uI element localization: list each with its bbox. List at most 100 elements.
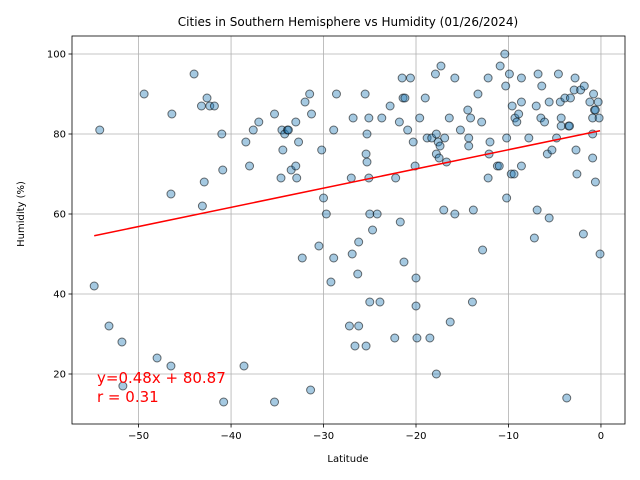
data-point <box>360 89 370 99</box>
data-point <box>329 125 339 135</box>
data-point <box>307 109 317 119</box>
data-point <box>270 109 280 119</box>
data-point <box>466 113 476 123</box>
data-point <box>478 245 488 255</box>
data-point <box>594 113 604 123</box>
data-point <box>445 317 455 327</box>
data-point <box>411 301 421 311</box>
data-point <box>579 81 589 91</box>
data-point <box>464 133 474 143</box>
data-point <box>516 73 526 83</box>
data-point <box>361 149 371 159</box>
data-point <box>196 101 206 111</box>
data-point <box>152 353 162 363</box>
data-point <box>397 73 407 83</box>
data-point <box>166 189 176 199</box>
x-axis-ticks: −50 −40 −30 −20 −10 0 <box>128 424 604 442</box>
data-point <box>362 157 372 167</box>
data-point <box>425 333 435 343</box>
data-point <box>483 173 493 183</box>
data-point <box>483 73 493 83</box>
data-points <box>89 49 605 407</box>
data-point <box>415 113 425 123</box>
grid-lines <box>72 36 625 424</box>
data-point <box>348 113 358 123</box>
data-point <box>562 393 572 403</box>
data-point <box>436 61 446 71</box>
data-point <box>501 81 511 91</box>
data-point <box>89 281 99 291</box>
data-point <box>199 177 209 187</box>
data-point <box>444 113 454 123</box>
data-point <box>570 73 580 83</box>
data-point <box>365 297 375 307</box>
data-point <box>95 125 105 135</box>
data-point <box>394 117 404 127</box>
data-point <box>294 137 304 147</box>
y-axis-ticks: 20 40 60 80 100 <box>47 50 72 381</box>
data-point <box>502 193 512 203</box>
data-point <box>588 153 598 163</box>
data-point <box>350 341 360 351</box>
data-point <box>278 145 288 155</box>
data-point <box>440 133 450 143</box>
data-point <box>400 93 410 103</box>
data-point <box>500 49 510 59</box>
data-point <box>217 129 227 139</box>
data-point <box>317 145 327 155</box>
data-point <box>450 73 460 83</box>
data-point <box>532 205 542 215</box>
plot-frame <box>71 35 626 425</box>
data-point <box>292 173 302 183</box>
data-point <box>118 381 128 391</box>
data-point <box>420 93 430 103</box>
data-point <box>544 213 554 223</box>
data-point <box>544 97 554 107</box>
data-point <box>300 97 310 107</box>
data-point <box>239 361 249 371</box>
data-point <box>531 101 541 111</box>
data-point <box>590 105 600 115</box>
data-point <box>319 193 329 203</box>
data-point <box>485 137 495 147</box>
data-point <box>506 169 516 179</box>
data-point <box>167 109 177 119</box>
data-point <box>540 117 550 127</box>
data-point <box>431 369 441 379</box>
data-point <box>202 93 212 103</box>
data-point <box>377 113 387 123</box>
data-point <box>166 361 176 371</box>
data-point <box>218 165 228 175</box>
data-point <box>495 61 505 71</box>
data-point <box>365 209 375 219</box>
x-tick-label: −40 <box>221 431 242 442</box>
data-point <box>412 333 422 343</box>
data-point <box>291 161 301 171</box>
data-point <box>344 321 354 331</box>
data-point <box>372 209 382 219</box>
y-axis-label: Humidity (%) <box>16 181 27 247</box>
data-point <box>405 73 415 83</box>
data-point <box>361 341 371 351</box>
data-point <box>439 205 449 215</box>
data-point <box>197 201 207 211</box>
data-point <box>467 297 477 307</box>
data-point <box>395 217 405 227</box>
data-point <box>408 137 418 147</box>
data-point <box>533 69 543 79</box>
data-point <box>245 161 255 171</box>
x-tick-label: −20 <box>405 431 426 442</box>
data-point <box>435 141 445 151</box>
y-tick-label: 20 <box>53 370 66 381</box>
data-point <box>104 321 114 331</box>
data-point <box>283 125 293 135</box>
data-point <box>209 101 219 111</box>
data-point <box>305 89 315 99</box>
data-point <box>502 133 512 143</box>
data-point <box>241 137 251 147</box>
data-point <box>390 333 400 343</box>
data-point <box>473 89 483 99</box>
data-point <box>455 125 465 135</box>
